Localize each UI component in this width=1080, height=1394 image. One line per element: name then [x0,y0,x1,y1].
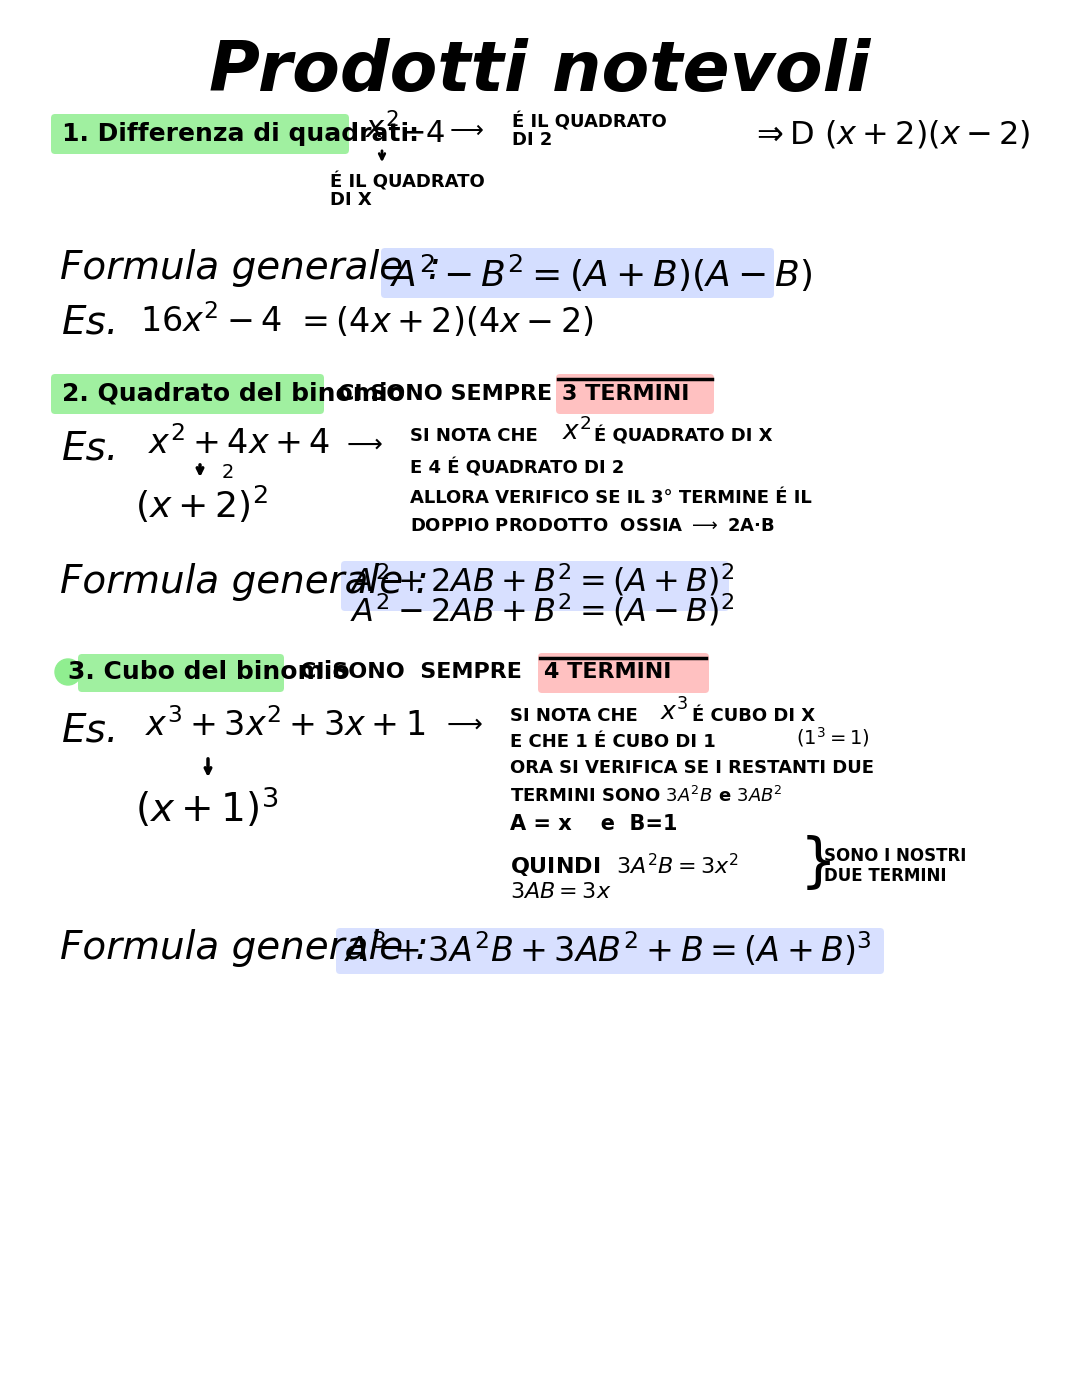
Text: Es.: Es. [62,302,119,342]
Text: DI X: DI X [330,191,372,209]
FancyBboxPatch shape [556,374,714,414]
Text: SI NOTA CHE: SI NOTA CHE [410,427,538,445]
Text: $\longrightarrow$: $\longrightarrow$ [342,432,383,456]
Text: É IL QUADRATO: É IL QUADRATO [512,113,666,131]
Text: A = x    e  B=1: A = x e B=1 [510,814,677,834]
Text: SONO I NOSTRI: SONO I NOSTRI [824,848,967,866]
Text: TERMINI SONO $3A^2B$ e $3AB^2$: TERMINI SONO $3A^2B$ e $3AB^2$ [510,786,783,806]
Text: $(x+2)^2$: $(x+2)^2$ [135,484,268,524]
Text: Es.: Es. [62,711,119,749]
Text: É QUADRATO DI X: É QUADRATO DI X [594,427,772,446]
Text: $3AB = 3x$: $3AB = 3x$ [510,882,611,902]
Text: $\longrightarrow$: $\longrightarrow$ [442,712,484,736]
Text: $x^3+3x^2+3x+1$: $x^3+3x^2+3x+1$ [145,708,426,743]
Text: $\Rightarrow$D $(x+2)(x-2)$: $\Rightarrow$D $(x+2)(x-2)$ [750,118,1030,151]
Text: $A^2-2AB+B^2 = (A-B)^2$: $A^2-2AB+B^2 = (A-B)^2$ [350,591,734,629]
Circle shape [55,659,81,684]
Text: ALLORA VERIFICO SE IL 3° TERMINE É IL: ALLORA VERIFICO SE IL 3° TERMINE É IL [410,489,812,507]
Text: $(1^3=1)$: $(1^3=1)$ [796,725,869,749]
FancyBboxPatch shape [336,928,885,974]
FancyBboxPatch shape [78,654,284,691]
FancyBboxPatch shape [51,374,324,414]
Text: ORA SI VERIFICA SE I RESTANTI DUE: ORA SI VERIFICA SE I RESTANTI DUE [510,758,874,776]
Text: 3 TERMINI: 3 TERMINI [562,383,689,404]
Text: Prodotti notevoli: Prodotti notevoli [210,39,870,106]
Text: 4 TERMINI: 4 TERMINI [544,662,672,682]
Text: 3. Cubo del binomio: 3. Cubo del binomio [68,659,350,684]
Text: $A^2-B^2 = (A+B)(A-B)$: $A^2-B^2 = (A+B)(A-B)$ [390,252,812,294]
Text: $x^2$: $x^2$ [365,112,399,144]
Text: Formula generale :: Formula generale : [60,928,429,967]
Text: $A^3+3A^2B+3AB^2+B = (A+B)^3$: $A^3+3A^2B+3AB^2+B = (A+B)^3$ [345,931,872,969]
Text: $16x^2-4$: $16x^2-4$ [140,305,282,339]
Text: E 4 É QUADRATO DI 2: E 4 É QUADRATO DI 2 [410,459,624,478]
Text: $\longrightarrow$: $\longrightarrow$ [445,118,484,142]
Text: }: } [800,835,837,892]
Text: Es.: Es. [62,429,119,467]
Text: DUE TERMINI: DUE TERMINI [824,867,946,885]
Text: É CUBO DI X: É CUBO DI X [692,707,815,725]
Text: $(x+1)^3$: $(x+1)^3$ [135,786,279,831]
Text: DI 2: DI 2 [512,131,552,149]
Text: $A^2+2AB+B^2 = (A+B)^2$: $A^2+2AB+B^2 = (A+B)^2$ [350,562,734,598]
Text: 2: 2 [222,463,234,481]
Text: Formula generale :: Formula generale : [60,563,429,601]
Text: E CHE 1 É CUBO DI 1: E CHE 1 É CUBO DI 1 [510,733,716,751]
Text: Formula generale  :: Formula generale : [60,250,441,287]
Text: $x^2+4x+4$: $x^2+4x+4$ [148,427,330,461]
Text: 2. Quadrato del binomio: 2. Quadrato del binomio [62,382,405,406]
Text: É IL QUADRATO: É IL QUADRATO [330,173,485,191]
Text: QUINDI  $3A^2B = 3x^2$: QUINDI $3A^2B = 3x^2$ [510,852,739,880]
FancyBboxPatch shape [51,114,349,153]
Text: DOPPIO PRODOTTO  OSSIA $\longrightarrow$ 2A·B: DOPPIO PRODOTTO OSSIA $\longrightarrow$ … [410,517,774,535]
Text: $= (4x+2)(4x-2)$: $= (4x+2)(4x-2)$ [295,305,594,339]
FancyBboxPatch shape [381,248,774,298]
FancyBboxPatch shape [341,560,729,611]
Text: CI SONO  SEMPRE: CI SONO SEMPRE [300,662,522,682]
Text: CI SONO SEMPRE: CI SONO SEMPRE [338,383,552,404]
Text: $x^2$: $x^2$ [562,418,592,446]
Text: 1. Differenza di quadrati:: 1. Differenza di quadrati: [62,123,419,146]
Text: $-4$: $-4$ [400,120,445,149]
FancyBboxPatch shape [538,652,708,693]
Text: SI NOTA CHE: SI NOTA CHE [510,707,638,725]
Text: $x^3$: $x^3$ [660,698,688,726]
